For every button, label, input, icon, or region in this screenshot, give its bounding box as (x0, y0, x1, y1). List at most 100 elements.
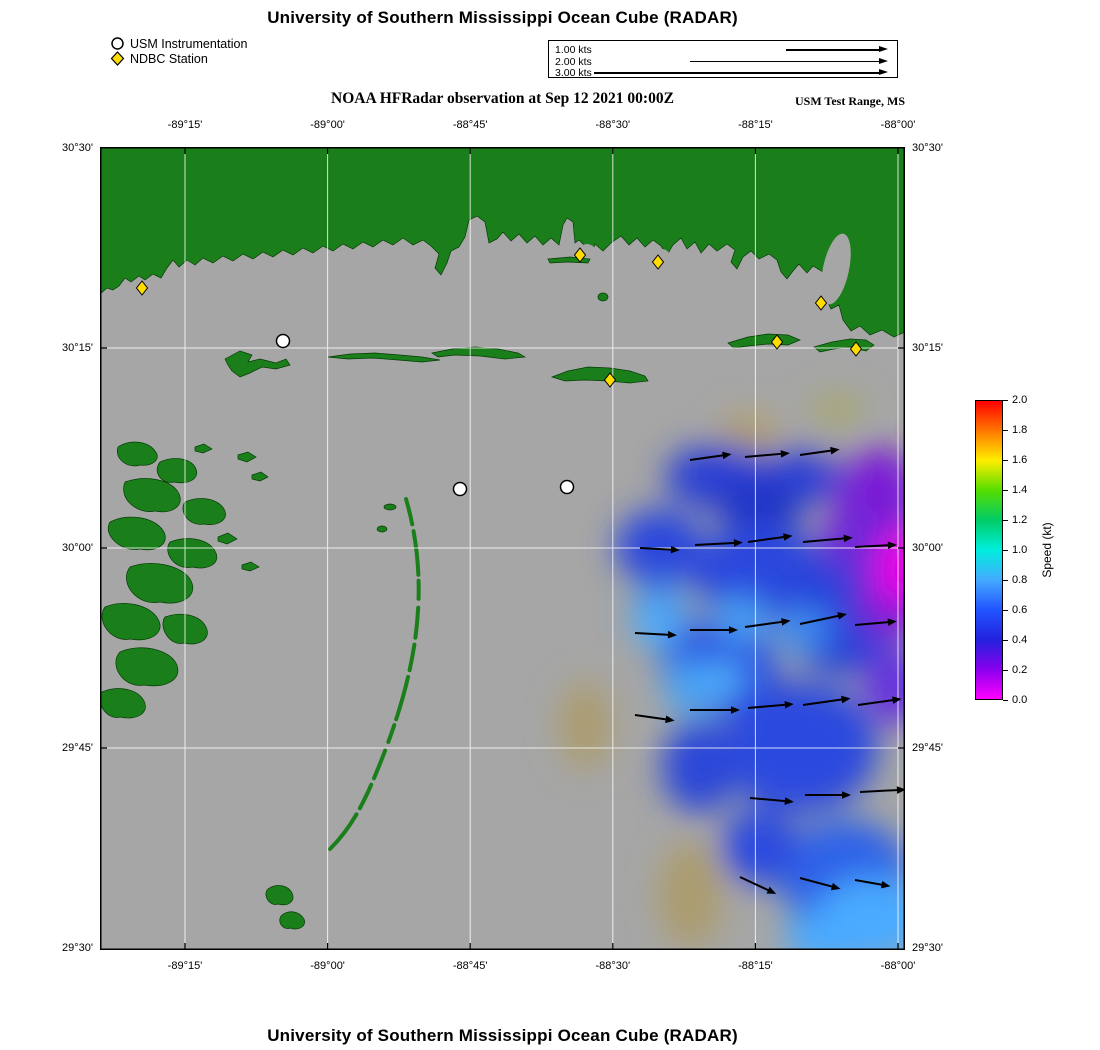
ndbc-stations-layer (135, 247, 863, 388)
marsh-patch (116, 441, 158, 467)
x-axis-tick-label: -89°15' (167, 960, 203, 972)
current-vector-arrow (694, 539, 743, 547)
x-axis-tick-label: -88°45' (452, 960, 488, 972)
current-vector-arrow (857, 696, 902, 706)
land-layer (100, 147, 905, 930)
colorbar-tick-label: 1.2 (1012, 514, 1028, 526)
colorbar-tick-label: 0.4 (1012, 634, 1028, 646)
marsh-islet (265, 885, 294, 906)
ndbc-station-marker (849, 341, 863, 357)
ndbc-station-marker (135, 280, 149, 296)
colorbar-tick-mark (1003, 609, 1008, 611)
vector-scale-row: 1.00 kts (553, 44, 889, 56)
colorbar-tick-mark (1003, 399, 1008, 401)
range-label: USM Test Range, MS (794, 94, 905, 108)
y-axis-tick-label: 30°30' (62, 142, 93, 154)
y-axis-tick-label: 29°30' (62, 942, 93, 954)
x-axis-tick-label: -89°00' (310, 119, 345, 131)
colorbar-tick-mark (1003, 579, 1008, 581)
current-vector-arrow (854, 618, 897, 626)
current-vector-arrow (639, 545, 680, 554)
colorbar-tick-label: 0.0 (1012, 694, 1028, 706)
colorbar-tick-mark (1003, 429, 1008, 431)
current-vector-arrow (744, 450, 790, 458)
colorbar-tick-label: 1.4 (1012, 484, 1028, 496)
current-vector-arrow (744, 618, 791, 628)
vector-scale-label: 1.00 kts (555, 44, 592, 56)
marsh-islet (279, 911, 305, 930)
current-vector-arrow (805, 791, 851, 799)
ndbc-diamond-icon (110, 51, 125, 66)
ndbc-station-marker (814, 295, 828, 311)
y-axis-tick-label: 30°00' (62, 542, 93, 554)
vector-scale-label: 2.00 kts (555, 55, 592, 68)
ndbc-station-marker (770, 334, 784, 350)
y-axis-tick-label: 30°00' (912, 542, 943, 554)
speed-field-layer (559, 395, 905, 950)
colorbar-tick-label: 2.0 (1012, 394, 1028, 406)
colorbar (975, 400, 1003, 700)
x-axis-tick-label: -88°45' (452, 119, 488, 131)
current-vector-arrow (689, 451, 732, 461)
map-legend: USM Instrumentation NDBC Station (110, 36, 247, 66)
usm-instrument-marker (275, 333, 291, 349)
current-vector-arrow (690, 626, 738, 634)
legend-ndbc-label: NDBC Station (130, 51, 208, 66)
x-axis-tick-label: -88°00' (880, 960, 916, 972)
legend-item-ndbc: NDBC Station (110, 51, 247, 66)
ndbc-station-marker (603, 372, 617, 388)
y-axis-tick-label: 30°30' (912, 142, 943, 154)
mainland-coast (100, 147, 905, 338)
small-island (597, 292, 609, 302)
current-vector-arrow (854, 541, 897, 550)
page-title: University of Southern Mississippi Ocean… (267, 8, 738, 27)
current-vector-arrow (634, 630, 677, 639)
ndbc-station-marker (651, 254, 665, 270)
usm-instrument-marker (452, 481, 468, 497)
colorbar-tick-mark (1003, 489, 1008, 491)
y-axis-tick-label: 30°15' (912, 342, 943, 354)
colorbar-tick-label: 0.2 (1012, 664, 1028, 676)
legend-item-usm: USM Instrumentation (110, 36, 247, 51)
current-vector-arrow (690, 706, 740, 714)
colorbar-tick-label: 1.8 (1012, 424, 1028, 436)
vector-scale-row: 2.00 kts (553, 56, 889, 68)
colorbar-tick-mark (1003, 639, 1008, 641)
vector-scale-arrowhead-icon (879, 46, 888, 53)
barrier-island (550, 366, 649, 384)
current-vector-arrow (802, 534, 853, 543)
colorbar-tick-mark (1003, 699, 1008, 701)
vector-scale-box: 1.00 kts 2.00 kts 3.00 kts (548, 40, 898, 79)
barrier-island (327, 352, 441, 363)
current-vector-arrow (799, 877, 841, 891)
colorbar-axis-label: Speed (kt) (1040, 522, 1054, 578)
y-axis-tick-label: 29°45' (912, 742, 943, 754)
axis-tick-marks (100, 147, 905, 950)
barrier-island (224, 350, 291, 378)
colorbar-tick-mark (1003, 459, 1008, 461)
x-axis-tick-label: -88°15' (738, 119, 773, 131)
usm-circle-icon (111, 37, 124, 50)
vector-scale-shaft (786, 49, 880, 51)
vector-scale-row: 3.00 kts (553, 67, 889, 79)
current-vector-arrow (854, 879, 891, 889)
colorbar-tick-label: 1.6 (1012, 454, 1028, 466)
current-vector-arrow (747, 700, 794, 709)
legend-usm-label: USM Instrumentation (130, 36, 248, 51)
current-vectors-layer (634, 446, 905, 894)
map-canvas (100, 147, 905, 950)
current-vector-arrow (634, 714, 675, 724)
x-axis-tick-label: -88°00' (880, 119, 916, 131)
x-axis-tick-label: -88°30' (595, 960, 631, 972)
x-axis-tick-label: -88°30' (595, 119, 631, 131)
page-footer-title: University of Southern Mississippi Ocean… (267, 1026, 738, 1045)
x-axis-tick-label: -88°15' (738, 960, 773, 972)
colorbar-tick-label: 0.6 (1012, 604, 1028, 616)
vector-scale-shaft (690, 60, 880, 63)
vector-scale-arrowhead-icon (879, 57, 888, 64)
x-axis-tick-label: -89°00' (310, 960, 345, 972)
x-axis-tick-label: -89°15' (167, 119, 203, 131)
colorbar-tick-mark (1003, 519, 1008, 521)
colorbar-tick-label: 0.8 (1012, 574, 1028, 586)
